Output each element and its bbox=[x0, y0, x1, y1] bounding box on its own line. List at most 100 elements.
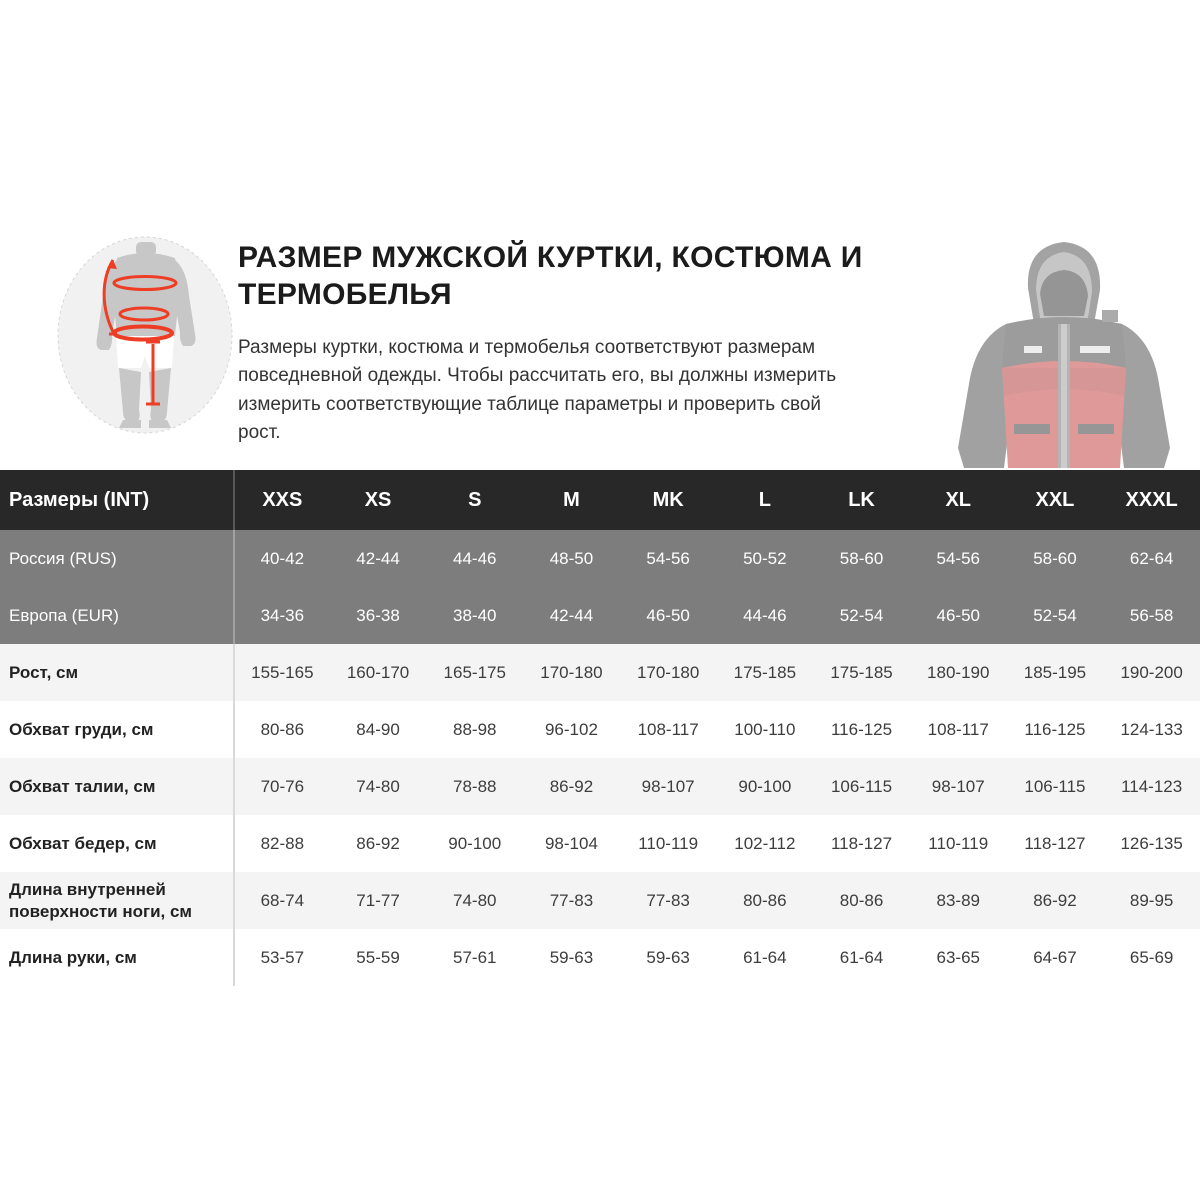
table-header-label: Размеры (INT) bbox=[9, 488, 150, 511]
table-cell: 106-115 bbox=[1024, 776, 1086, 796]
column-header-mk: MK bbox=[652, 488, 684, 511]
table-cell: 124-133 bbox=[1120, 719, 1183, 739]
table-header-row: Размеры (INT) XXS XS S M MK L LK XL XXL XXXL bbox=[0, 470, 1200, 530]
table-cell: 126-135 bbox=[1120, 833, 1183, 853]
table-row: Обхват бедер, см 82-88 86-92 90-100 98-104 11… bbox=[0, 815, 1200, 872]
table-cell: 58-60 bbox=[1033, 548, 1077, 568]
table-cell: 160-170 bbox=[346, 662, 410, 682]
table-row: Длина руки, см 53-57 55-59 57-61 59-63 59-63 6… bbox=[0, 929, 1200, 986]
body-measurement-icon bbox=[57, 236, 233, 434]
table-cell: 36-38 bbox=[356, 605, 400, 625]
table-cell: 90-100 bbox=[738, 776, 792, 796]
size-guide-intro: РАЗМЕР МУЖСКОЙ КУРТКИ, КОСТЮМА И ТЕРМОБЕ… bbox=[0, 230, 1200, 470]
row-label: Обхват бедер, см bbox=[9, 833, 157, 853]
table-cell: 83-89 bbox=[936, 890, 980, 910]
table-cell: 86-92 bbox=[356, 833, 400, 853]
column-header-l: L bbox=[758, 488, 771, 511]
table-cell: 53-57 bbox=[233, 929, 330, 986]
table-cell: 82-88 bbox=[233, 815, 330, 872]
table-cell: 118-127 bbox=[830, 833, 893, 853]
table-cell: 175-185 bbox=[733, 662, 797, 682]
table-cell: 64-67 bbox=[1033, 947, 1077, 967]
page-description: Размеры куртки, костюма и термобелья соо… bbox=[238, 336, 837, 444]
table-cell: 77-83 bbox=[646, 890, 690, 910]
column-header-xl: XL bbox=[945, 488, 972, 511]
row-label: Европа (EUR) bbox=[9, 605, 119, 625]
table-cell: 110-119 bbox=[928, 833, 989, 853]
table-cell: 55-59 bbox=[356, 947, 400, 967]
table-cell: 61-64 bbox=[839, 947, 884, 967]
page-title: РАЗМЕР МУЖСКОЙ КУРТКИ, КОСТЮМА И ТЕРМОБЕ… bbox=[238, 241, 863, 311]
table-cell: 63-65 bbox=[936, 947, 980, 967]
table-cell: 42-44 bbox=[356, 548, 400, 568]
table-cell: 118-127 bbox=[1024, 833, 1086, 853]
table-row: Европа (EUR) 34-36 36-38 38-40 42-44 46-50 44-… bbox=[0, 587, 1200, 644]
table-cell: 46-50 bbox=[646, 605, 690, 625]
table-cell: 165-175 bbox=[443, 662, 506, 682]
table-cell: 38-40 bbox=[453, 605, 497, 625]
table-cell: 108-117 bbox=[637, 719, 699, 739]
table-cell: 100-110 bbox=[734, 719, 796, 739]
table-cell: 40-42 bbox=[233, 530, 330, 587]
table-cell: 170-180 bbox=[636, 662, 700, 682]
column-header-m: M bbox=[563, 488, 580, 511]
table-cell: 34-36 bbox=[233, 587, 330, 644]
table-cell: 68-74 bbox=[233, 872, 330, 929]
table-cell: 80-86 bbox=[839, 890, 884, 910]
jacket-image bbox=[928, 228, 1200, 468]
table-cell: 155-165 bbox=[233, 644, 330, 701]
table-cell: 59-63 bbox=[549, 947, 594, 967]
table-cell: 74-80 bbox=[356, 776, 400, 796]
table-cell: 89-95 bbox=[1129, 890, 1174, 910]
row-label: Длина руки, см bbox=[9, 947, 137, 967]
column-header-lk: LK bbox=[848, 488, 875, 511]
table-cell: 185-195 bbox=[1023, 662, 1087, 682]
table-cell: 50-52 bbox=[743, 548, 787, 568]
table-cell: 78-88 bbox=[453, 776, 497, 796]
table-cell: 190-200 bbox=[1120, 662, 1183, 682]
column-header-xxs: XXS bbox=[233, 470, 330, 530]
table-row: Россия (RUS) 40-42 42-44 44-46 48-50 54-56 50-… bbox=[0, 530, 1200, 587]
row-label: Обхват талии, см bbox=[9, 776, 156, 796]
table-cell: 170-180 bbox=[540, 662, 603, 682]
table-cell: 46-50 bbox=[936, 605, 980, 625]
table-cell: 88-98 bbox=[453, 719, 497, 739]
table-cell: 56-58 bbox=[1129, 605, 1174, 625]
size-table-body: Россия (RUS) 40-42 42-44 44-46 48-50 54-56 50-… bbox=[0, 530, 1200, 986]
table-cell: 90-100 bbox=[448, 833, 502, 853]
column-header-s: S bbox=[468, 488, 482, 511]
table-cell: 116-125 bbox=[830, 719, 893, 739]
table-cell: 98-107 bbox=[931, 776, 985, 796]
table-cell: 114-123 bbox=[1121, 776, 1183, 796]
table-cell: 84-90 bbox=[356, 719, 400, 739]
table-cell: 61-64 bbox=[743, 947, 787, 967]
table-cell: 44-46 bbox=[743, 605, 787, 625]
table-cell: 98-107 bbox=[641, 776, 695, 796]
table-cell: 62-64 bbox=[1129, 548, 1174, 568]
table-row: Обхват груди, см 80-86 84-90 88-98 96-102 108… bbox=[0, 701, 1200, 758]
table-cell: 98-104 bbox=[544, 833, 598, 853]
table-row: Обхват талии, см 70-76 74-80 78-88 86-92 98-1… bbox=[0, 758, 1200, 815]
table-cell: 110-119 bbox=[638, 833, 699, 853]
column-header-xxl: XXL bbox=[1035, 488, 1075, 511]
table-cell: 175-185 bbox=[830, 662, 893, 682]
table-cell: 108-117 bbox=[927, 719, 989, 739]
table-cell: 54-56 bbox=[936, 548, 980, 568]
table-cell: 86-92 bbox=[549, 776, 594, 796]
row-label: Длина внутренней поверхности ноги, см bbox=[9, 880, 192, 921]
table-cell: 71-77 bbox=[356, 890, 400, 910]
table-cell: 106-115 bbox=[830, 776, 893, 796]
column-header-xxxl: XXXL bbox=[1125, 488, 1178, 511]
table-cell: 44-46 bbox=[453, 548, 497, 568]
table-cell: 180-190 bbox=[927, 662, 990, 682]
row-label: Рост, см bbox=[9, 662, 79, 682]
column-header-xs: XS bbox=[364, 488, 392, 511]
row-label: Россия (RUS) bbox=[9, 548, 117, 568]
table-cell: 116-125 bbox=[1024, 719, 1086, 739]
table-cell: 77-83 bbox=[549, 890, 594, 910]
row-label: Обхват груди, см bbox=[9, 719, 154, 739]
table-cell: 57-61 bbox=[453, 947, 497, 967]
table-cell: 102-112 bbox=[734, 833, 796, 853]
size-chart-table: Размеры (INT) XXS XS S M MK L LK XL XXL XXXL Росс… bbox=[0, 470, 1200, 986]
table-cell: 96-102 bbox=[544, 719, 598, 739]
